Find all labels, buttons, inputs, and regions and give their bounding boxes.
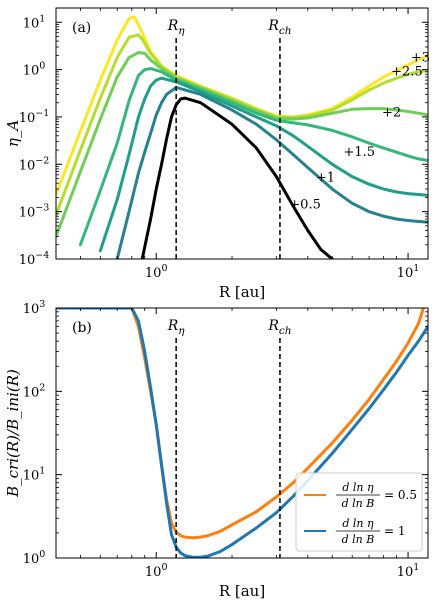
x-tick-label-0: 100 bbox=[145, 263, 168, 281]
legend-den-1: d ln B bbox=[342, 533, 375, 546]
panel-a: Rη Rch +3+2.5 +2 +1.5 +1 +0.5 (a) 100 101 10−4 10−3… bbox=[4, 7, 430, 301]
curve-label-4: +1 bbox=[316, 171, 335, 186]
series-line-5 bbox=[115, 85, 428, 259]
y-axis-label: η_A bbox=[4, 120, 22, 147]
curve-label-1: +2.5 bbox=[391, 65, 423, 80]
vline-label-0: Rη bbox=[167, 318, 186, 337]
curve-label-5: +0.5 bbox=[289, 197, 321, 212]
curve-label-0: +3 bbox=[411, 50, 430, 65]
x-axis-label: R [au] bbox=[219, 582, 265, 600]
curve-label-3: +1.5 bbox=[343, 145, 375, 160]
x-axis-label: R [au] bbox=[219, 283, 265, 301]
legend-label-1: = 1 bbox=[384, 524, 406, 538]
y-tick-label-5: 101 bbox=[23, 13, 46, 31]
y-tick-label-1: 10−3 bbox=[19, 203, 50, 221]
legend: d ln η d ln B = 0.5 d ln η d ln B = 1 bbox=[295, 472, 423, 552]
panel-label: (b) bbox=[72, 320, 92, 336]
axes-frame bbox=[55, 7, 429, 260]
series-group bbox=[56, 15, 428, 259]
x-tick-label-1: 101 bbox=[397, 263, 420, 281]
axes-frame bbox=[55, 307, 429, 559]
vline-label-1: Rch bbox=[267, 318, 291, 337]
vline-label-0: Rη bbox=[167, 18, 186, 37]
legend-label-0: = 0.5 bbox=[384, 488, 417, 502]
panel-b: Rη Rch (b) 100 101 100 101 102 103 R [au] B_cri(R)… bbox=[4, 299, 429, 600]
y-tick-label-2: 10−2 bbox=[19, 155, 50, 173]
legend-num-0: d ln η bbox=[342, 481, 374, 494]
y-tick-label-2: 102 bbox=[23, 382, 46, 400]
y-tick-label-1: 101 bbox=[23, 466, 46, 484]
series-line-1 bbox=[56, 308, 428, 558]
y-tick-label-4: 100 bbox=[23, 61, 46, 79]
legend-den-0: d ln B bbox=[342, 497, 375, 510]
series-line-4 bbox=[98, 76, 428, 253]
y-axis-label: B_cri(R)/B_ini(R) bbox=[4, 369, 22, 498]
series-line-1 bbox=[56, 33, 428, 217]
curve-label-2: +2 bbox=[382, 106, 401, 121]
y-tick-label-0: 100 bbox=[23, 549, 46, 567]
y-tick-label-0: 10−4 bbox=[19, 250, 50, 268]
x-tick-label-0: 100 bbox=[145, 562, 168, 580]
y-tick-label-3: 10−1 bbox=[19, 108, 50, 126]
series-line-3 bbox=[78, 67, 428, 247]
series-line-2 bbox=[56, 50, 428, 238]
legend-box bbox=[295, 472, 423, 552]
series-group bbox=[56, 308, 428, 558]
series-line-6 bbox=[140, 96, 334, 259]
x-tick-label-1: 101 bbox=[397, 562, 420, 580]
panel-label: (a) bbox=[72, 20, 91, 36]
vline-label-1: Rch bbox=[267, 18, 291, 37]
legend-num-1: d ln η bbox=[342, 517, 374, 530]
y-tick-label-3: 103 bbox=[23, 299, 46, 317]
